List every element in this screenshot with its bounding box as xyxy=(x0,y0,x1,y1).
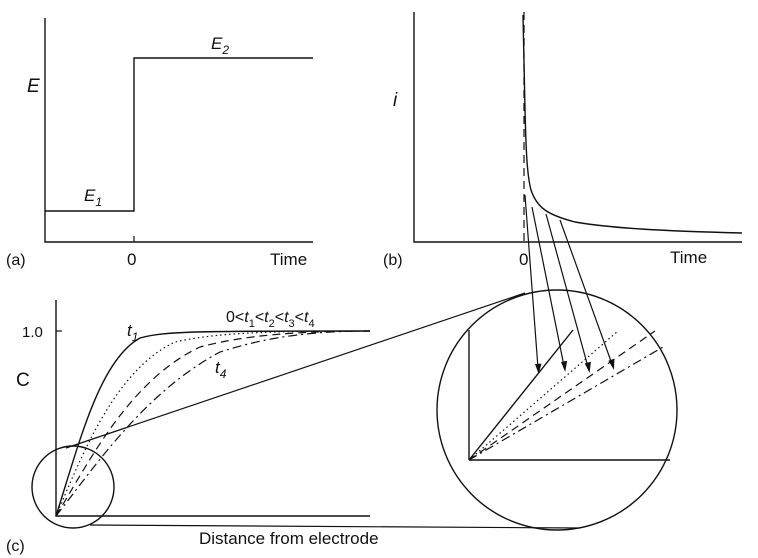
concentration-profile-t4 xyxy=(55,330,371,517)
panel-a-axes xyxy=(44,18,313,243)
zoom-profile-t1 xyxy=(468,329,574,461)
panel-a: E E1 E2 0 Time (a) xyxy=(6,18,313,269)
panel-c-y-tick-label: 1.0 xyxy=(22,324,43,341)
level-high-label: E2 xyxy=(211,34,229,57)
arrow-head-t4 xyxy=(608,358,615,370)
panel-c-axes xyxy=(55,300,370,517)
panel-b-x-label: Time xyxy=(670,248,707,267)
panel-a-label: (a) xyxy=(6,252,26,269)
zoom-profile-t2 xyxy=(468,330,619,461)
current-decay-curve xyxy=(522,14,743,234)
arrow-head-t1 xyxy=(535,363,542,374)
arrow-head-t2 xyxy=(561,360,568,372)
curve-t4-label: t4 xyxy=(215,358,227,381)
arrow-head-t3 xyxy=(584,361,591,373)
arrow-shaft-t2 xyxy=(531,206,565,367)
arrow-shaft-t4 xyxy=(559,219,613,365)
potential-step-line xyxy=(45,57,313,212)
zoom-connector-upper xyxy=(65,292,526,449)
panel-a-x-label: Time xyxy=(270,250,307,269)
concentration-profile-t1 xyxy=(55,330,371,517)
panel-b-axes xyxy=(413,12,742,243)
arrow-shaft-t3 xyxy=(545,213,589,368)
panel-b: i 0 Time (b) xyxy=(383,12,743,269)
concentration-profile-t2 xyxy=(55,330,371,517)
panel-b-zero-label: 0 xyxy=(519,250,528,269)
panel-c-x-label: Distance from electrode xyxy=(199,529,379,548)
time-ordering-label: 0<t1<t2<t3<t4 xyxy=(226,309,315,330)
panel-b-label: (b) xyxy=(383,252,403,269)
panel-a-zero-label: 0 xyxy=(127,250,136,269)
panel-c: 1.0 C t1 t4 0<t1<t2<t3<t4 Distance from … xyxy=(6,289,678,555)
slope-arrows xyxy=(524,194,615,374)
concentration-profile-t3 xyxy=(55,330,371,517)
zoom-connector-lower xyxy=(89,524,581,529)
zoom-magnified-content xyxy=(468,329,670,461)
zoom-profile-t3 xyxy=(468,330,656,461)
panel-a-y-label: E xyxy=(27,76,40,97)
panel-c-y-label: C xyxy=(16,370,30,391)
curve-t1-label: t1 xyxy=(127,321,138,344)
zoom-magnified-circle xyxy=(436,289,678,531)
panel-b-y-label: i xyxy=(393,90,398,111)
panel-c-label: (c) xyxy=(6,538,25,555)
level-low-label: E1 xyxy=(84,186,102,209)
arrow-shaft-t1 xyxy=(524,194,539,369)
